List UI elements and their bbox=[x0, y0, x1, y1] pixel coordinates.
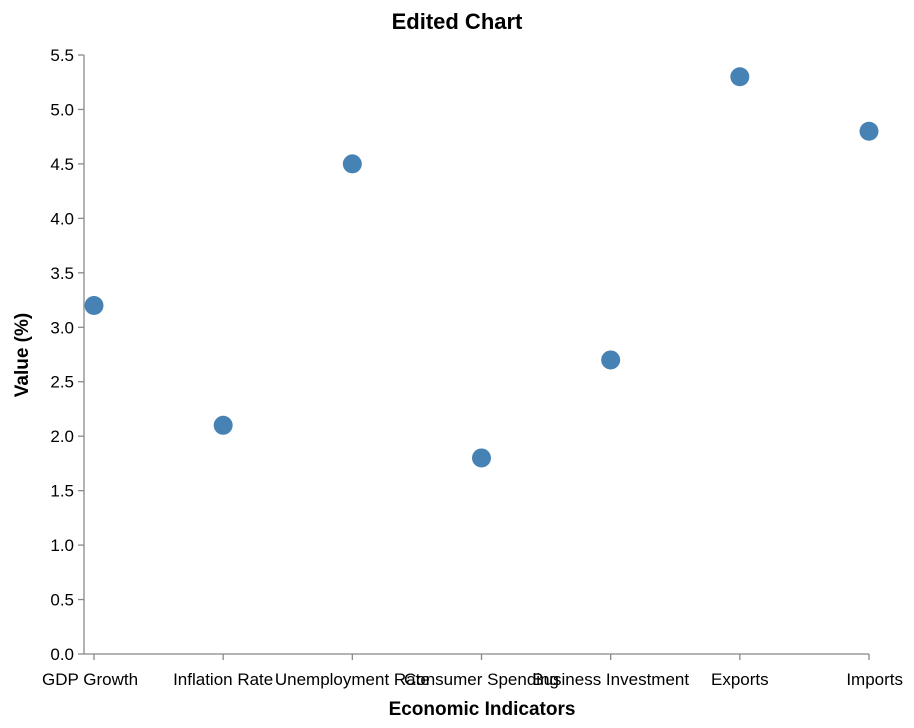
x-tick-label: Consumer Spending bbox=[404, 670, 559, 689]
y-tick-label: 4.5 bbox=[50, 155, 74, 174]
x-tick-label: GDP Growth bbox=[42, 670, 138, 689]
y-axis-title: Value (%) bbox=[12, 313, 33, 397]
data-point bbox=[859, 121, 879, 141]
y-tick-label: 3.5 bbox=[50, 264, 74, 283]
y-tick-label: 3.0 bbox=[50, 318, 74, 337]
y-tick-label: 0.5 bbox=[50, 591, 74, 610]
y-tick-label: 2.5 bbox=[50, 373, 74, 392]
chart-title: Edited Chart bbox=[392, 9, 523, 34]
y-tick-label: 4.0 bbox=[50, 209, 74, 228]
data-point bbox=[84, 295, 104, 315]
data-point bbox=[472, 448, 491, 468]
data-point bbox=[730, 67, 750, 87]
x-tick-label: Business Investment bbox=[532, 670, 689, 689]
data-points bbox=[84, 67, 879, 468]
y-tick-label: 1.0 bbox=[50, 536, 74, 555]
y-tick-label: 5.0 bbox=[50, 100, 74, 119]
y-tick-label: 5.5 bbox=[50, 46, 74, 65]
y-tick-label: 2.0 bbox=[50, 427, 74, 446]
y-tick-label: 0.0 bbox=[50, 645, 74, 664]
x-tick-label: Exports bbox=[711, 670, 769, 689]
x-tick-label: Imports bbox=[846, 670, 903, 689]
data-point bbox=[342, 154, 362, 174]
y-tick-label: 1.5 bbox=[50, 482, 74, 501]
x-axis: GDP Growth Inflation Rate Unemployment Rat… bbox=[42, 653, 903, 689]
y-axis: 0.0 0.5 1.0 1.5 2.0 2.5 3.0 3.5 4.0 4.5 5.0 5.5 bbox=[50, 46, 85, 664]
x-tick-label: Inflation Rate bbox=[173, 670, 273, 689]
x-tick-label: Unemployment Rate bbox=[275, 670, 430, 689]
data-point bbox=[213, 415, 233, 435]
data-point bbox=[601, 350, 621, 370]
x-axis-title: Economic Indicators bbox=[389, 699, 576, 720]
